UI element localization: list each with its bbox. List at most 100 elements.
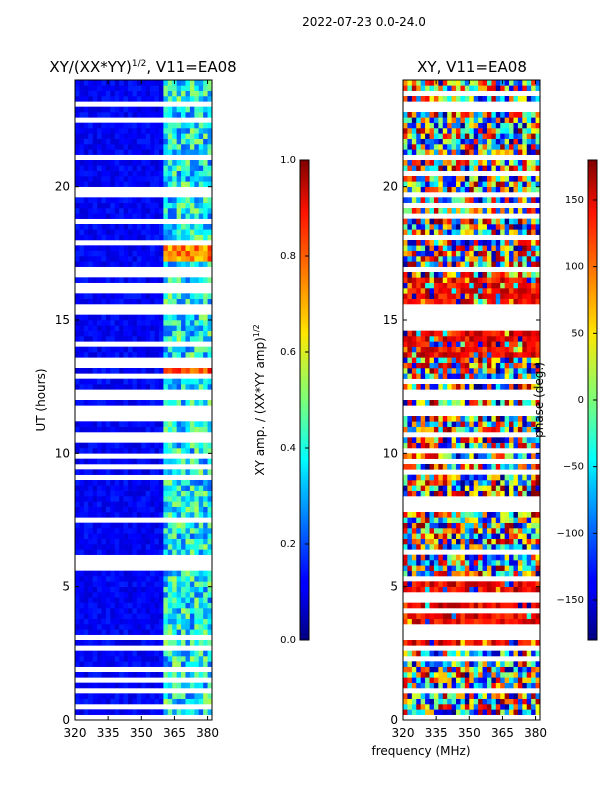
heatmap-cell — [75, 229, 80, 235]
heatmap-cell — [105, 314, 111, 321]
heatmap-cell — [451, 160, 457, 166]
heatmap-cell — [442, 693, 448, 699]
heatmap-cell — [97, 640, 102, 646]
heatmap-cell — [535, 256, 541, 262]
heatmap-cell — [482, 533, 488, 539]
heatmap-cell — [172, 602, 177, 609]
heatmap-cell — [189, 624, 195, 630]
heatmap-cell — [473, 256, 479, 262]
heatmap-cell — [478, 581, 483, 587]
heatmap-cell — [207, 80, 213, 86]
heatmap-cell — [425, 522, 430, 529]
heatmap-cell — [429, 421, 435, 427]
heatmap-cell — [158, 512, 164, 518]
heatmap-cell — [203, 506, 208, 513]
heatmap-cell — [203, 650, 208, 657]
heatmap-cell — [105, 624, 111, 630]
heatmap-cell — [114, 208, 120, 214]
heatmap-cell — [411, 565, 417, 571]
heatmap-cell — [132, 528, 138, 534]
heatmap-cell — [97, 656, 102, 662]
heatmap-cell — [97, 336, 102, 342]
heatmap-cell — [83, 325, 89, 331]
heatmap-cell — [185, 80, 191, 86]
heatmap-cell — [460, 453, 466, 459]
heatmap-cell — [207, 608, 213, 614]
heatmap-cell — [83, 261, 89, 267]
heatmap-cell — [128, 581, 133, 587]
heatmap-cell — [522, 122, 528, 129]
heatmap-cell — [128, 592, 133, 598]
heatmap-cell — [203, 90, 208, 97]
heatmap-cell — [150, 330, 155, 337]
heatmap-cell — [189, 576, 195, 582]
heatmap-cell — [198, 602, 204, 609]
heatmap-cell — [189, 138, 195, 145]
heatmap-cell — [456, 522, 461, 529]
heatmap-cell — [403, 421, 408, 427]
heatmap-cell — [79, 400, 85, 406]
heatmap-cell — [478, 256, 483, 262]
heatmap-cell — [531, 704, 536, 710]
heatmap-cell — [504, 240, 510, 246]
heatmap-cell — [416, 288, 421, 294]
heatmap-cell — [460, 554, 466, 561]
heatmap-cell — [194, 245, 200, 251]
heatmap-cell — [513, 517, 519, 523]
heatmap-cell — [500, 346, 505, 353]
heatmap-cell — [141, 384, 147, 390]
heatmap-cell — [407, 682, 413, 689]
heatmap-cell — [198, 528, 204, 534]
heatmap-cell — [189, 533, 195, 539]
heatmap-cell — [478, 480, 483, 486]
heatmap-cell — [411, 480, 417, 486]
heatmap-cell — [447, 453, 452, 459]
heatmap-cell — [97, 346, 102, 353]
heatmap-cell — [123, 181, 129, 187]
heatmap-cell — [482, 421, 488, 427]
left-panel: XY/(XX*YY)1/2, V11=EA08 320 335 350 365 380 … — [34, 58, 237, 740]
heatmap-cell — [522, 522, 528, 529]
heatmap-cell — [438, 442, 444, 449]
heatmap-cell — [456, 661, 461, 667]
heatmap-cell — [141, 693, 147, 699]
heatmap-cell — [531, 133, 536, 139]
heatmap-cell — [101, 96, 107, 102]
heatmap-cell — [158, 538, 164, 545]
heatmap-cell — [425, 224, 430, 230]
heatmap-cell — [119, 213, 124, 219]
heatmap-cell — [478, 176, 483, 182]
heatmap-cell — [509, 256, 514, 262]
heatmap-cell — [447, 677, 452, 683]
heatmap-cell — [132, 618, 138, 625]
heatmap-cell — [495, 426, 501, 433]
heatmap-cell — [92, 672, 98, 678]
heatmap-cell — [105, 202, 111, 209]
heatmap-cell — [101, 442, 107, 449]
heatmap-cell — [181, 261, 186, 267]
heatmap-cell — [110, 314, 116, 321]
heatmap-cell — [513, 224, 519, 230]
heatmap-cell — [504, 517, 510, 523]
heatmap-cell — [416, 250, 421, 257]
heatmap-cell — [403, 570, 408, 577]
heatmap-cell — [83, 85, 89, 91]
heatmap-cell — [411, 400, 417, 406]
heatmap-cell — [411, 661, 417, 667]
heatmap-cell — [79, 149, 85, 155]
heatmap-cell — [522, 138, 528, 145]
heatmap-cell — [517, 277, 523, 283]
heatmap-cell — [198, 293, 204, 299]
heatmap-cell — [411, 682, 417, 689]
heatmap-cell — [438, 640, 444, 646]
heatmap-cell — [88, 570, 93, 577]
heatmap-cell — [464, 165, 470, 171]
heatmap-cell — [150, 325, 155, 331]
heatmap-cell — [114, 400, 120, 406]
heatmap-cell — [189, 170, 195, 177]
heatmap-cell — [75, 234, 80, 241]
heatmap-cell — [105, 458, 111, 465]
heatmap-cell — [88, 522, 93, 529]
heatmap-cell — [163, 128, 169, 134]
heatmap-cell — [150, 597, 155, 603]
